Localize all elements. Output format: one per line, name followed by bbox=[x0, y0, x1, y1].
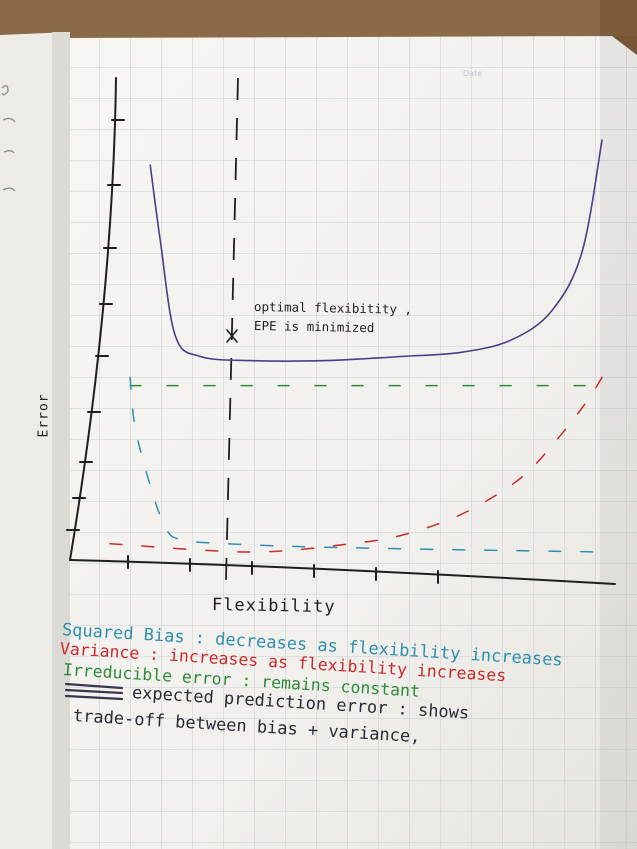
page-date-mark: Date bbox=[463, 69, 482, 78]
squared-bias-curve bbox=[129, 376, 603, 553]
axis-ticks bbox=[66, 119, 439, 584]
y-axis bbox=[69, 77, 117, 561]
chart-axes bbox=[69, 77, 616, 585]
x-axis bbox=[69, 559, 616, 585]
optimal-point-marker bbox=[226, 329, 238, 343]
y-axis-label: Error bbox=[36, 393, 52, 438]
curves bbox=[109, 139, 603, 553]
optimal-dashed-line bbox=[225, 77, 239, 581]
crossed-out-word bbox=[64, 682, 124, 701]
page-shadow bbox=[600, 36, 637, 849]
annotation-line1: optimal flexibitity , bbox=[253, 299, 413, 317]
page-grid bbox=[70, 36, 637, 849]
left-page-shadow bbox=[52, 32, 70, 849]
x-axis-label: Flexibility bbox=[211, 595, 336, 618]
epe-curve bbox=[149, 139, 603, 362]
left-page-scribbles bbox=[1, 84, 16, 192]
variance-curve bbox=[109, 376, 603, 553]
annotation-line2: EPE is minimized bbox=[253, 318, 375, 336]
